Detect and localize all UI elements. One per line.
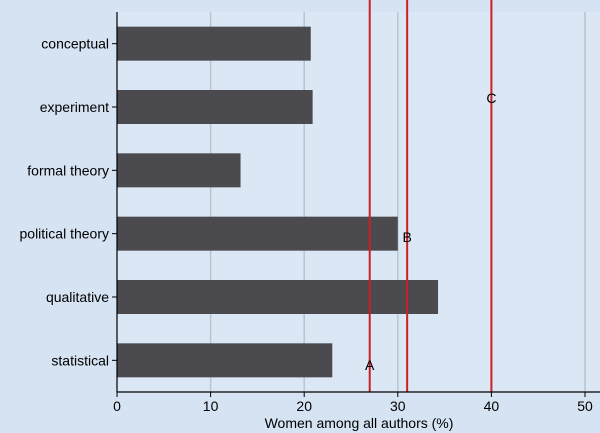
x-tick-label: 20 <box>296 398 312 414</box>
x-tick-label: 40 <box>484 398 500 414</box>
bar-experiment <box>117 90 313 124</box>
bars <box>117 26 439 378</box>
bar-formal-theory <box>117 153 241 188</box>
x-tick-label: 0 <box>113 398 121 414</box>
bar-political-theory <box>117 216 398 251</box>
axes <box>112 12 600 397</box>
bar-statistical <box>117 343 333 378</box>
category-label: experiment <box>40 99 109 115</box>
plot-area <box>117 12 600 392</box>
x-tick-label: 50 <box>577 398 593 414</box>
bar-qualitative <box>117 280 439 314</box>
x-tick-label: 30 <box>390 398 406 414</box>
category-label: formal theory <box>27 162 109 178</box>
category-label: conceptual <box>41 36 109 52</box>
category-labels: conceptual experiment formal theory politic… <box>20 36 110 369</box>
category-label: statistical <box>51 352 109 368</box>
reference-label-B: B <box>402 229 411 245</box>
category-label: qualitative <box>46 289 109 305</box>
category-label: political theory <box>20 226 110 242</box>
reference-label-A: A <box>365 357 375 373</box>
x-axis-title: Women among all authors (%) <box>265 415 454 431</box>
bar-conceptual <box>117 26 311 61</box>
reference-lines: A B C <box>365 0 496 392</box>
x-tick-label: 10 <box>203 398 219 414</box>
reference-label-C: C <box>486 90 496 106</box>
tick-labels: 0 10 20 30 40 50 <box>113 398 593 414</box>
